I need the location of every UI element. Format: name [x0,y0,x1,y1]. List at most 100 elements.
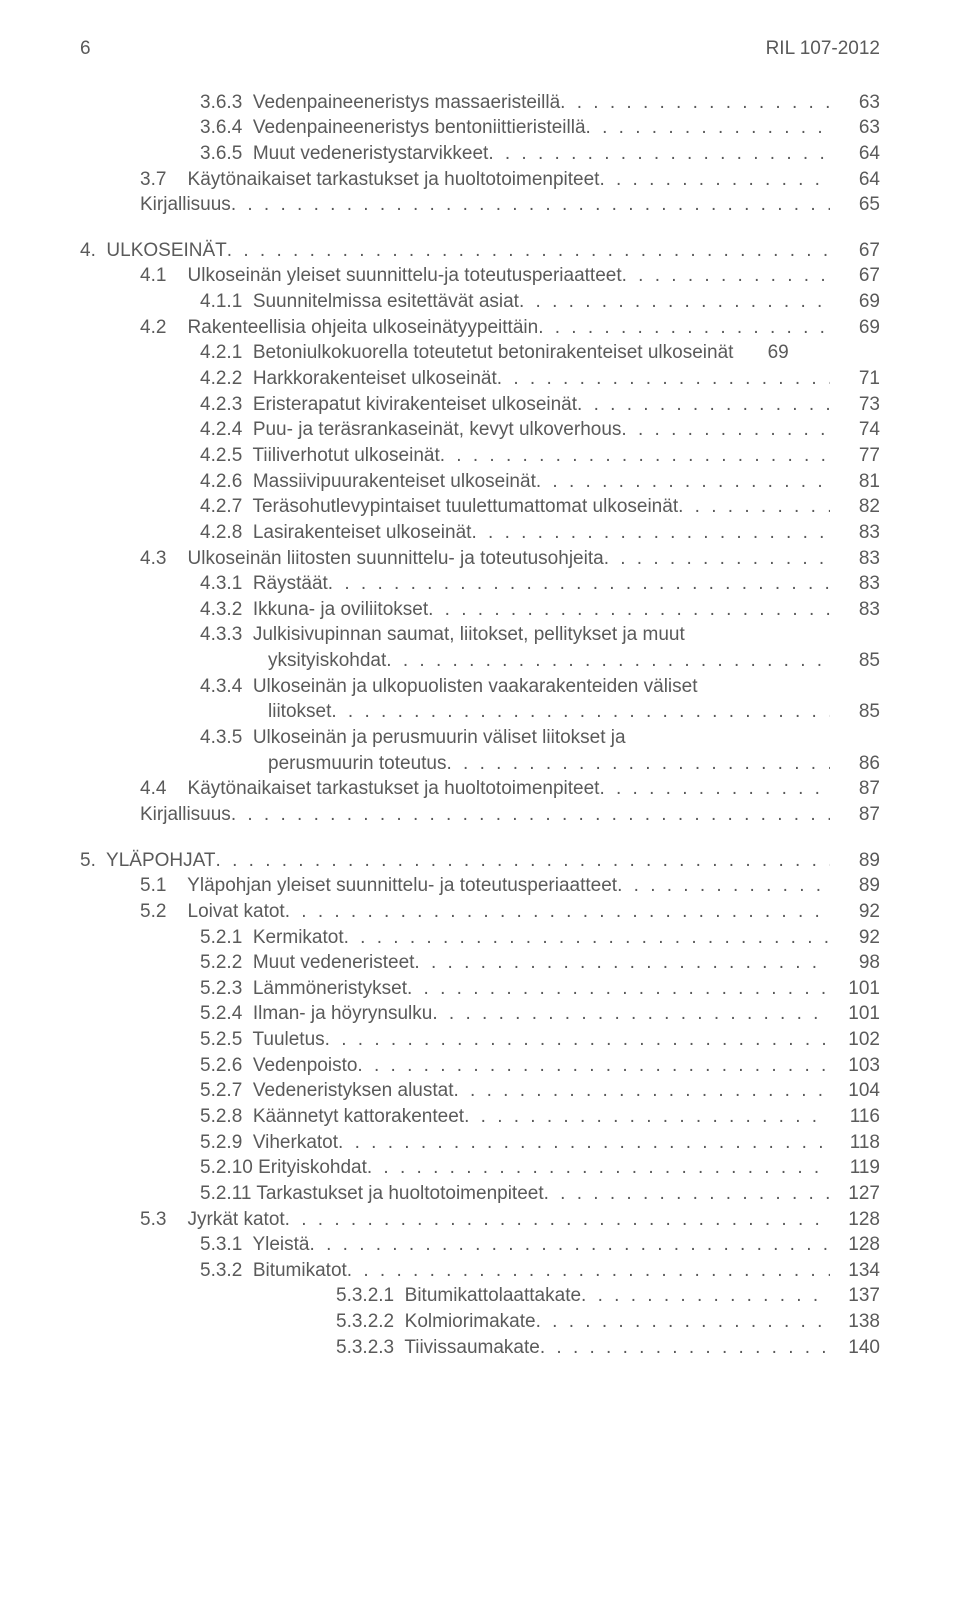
toc-label: 5.3 Jyrkät katot [140,1207,285,1233]
toc-page-number: 92 [830,925,880,951]
toc-label: 5.2.11 Tarkastukset ja huoltotoimenpitee… [200,1181,544,1207]
toc-label: 3.6.4 Vedenpaineeneristys bentoniittieri… [200,115,586,141]
toc-label: 5.2.5 Tuuletus [200,1027,325,1053]
toc-leader-dots [347,1258,830,1284]
toc-line: 5.2.7 Vedeneristyksen alustat104 [80,1078,880,1104]
toc-label: 5.2 Loivat katot [140,899,285,925]
toc-label: 4.3.5 Ulkoseinän ja perusmuurin väliset … [200,725,626,751]
toc-line: 4.2.7 Teräsohutlevypintaiset tuulettumat… [80,494,880,520]
toc-page-number: 81 [830,469,880,495]
toc-label: 4.2.4 Puu- ja teräsrankaseinät, kevyt ul… [200,417,621,443]
toc-line: 4.3.5 Ulkoseinän ja perusmuurin väliset … [80,725,880,751]
toc-leader-dots [604,546,830,572]
toc-page-number: 138 [830,1309,880,1335]
toc-leader-dots [577,392,830,418]
toc-label: 5.2.6 Vedenpoisto [200,1053,357,1079]
toc-page-number: 89 [830,848,880,874]
toc-leader-dots [367,1155,830,1181]
toc-leader-dots [540,1335,830,1361]
toc-line: 4.2.6 Massiivipuurakenteiset ulkoseinät 8… [80,469,880,495]
toc-label: 4.3 Ulkoseinän liitosten suunnittelu- ja… [140,546,604,572]
toc-label: 5.2.4 Ilman- ja höyrynsulku [200,1001,432,1027]
table-of-contents: 3.6.3 Vedenpaineeneristys massaeristeill… [80,90,880,1361]
toc-page-number: 140 [830,1335,880,1361]
toc-line: 5.3.1 Yleistä 128 [80,1232,880,1258]
toc-leader-dots [586,115,830,141]
toc-leader-dots [447,751,831,777]
toc-line: 4.2.8 Lasirakenteiset ulkoseinät83 [80,520,880,546]
toc-label: 5.2.9 Viherkatot [200,1130,338,1156]
toc-line: 4.2.5 Tiiliverhotut ulkoseinät77 [80,443,880,469]
toc-leader-dots [310,1232,830,1258]
toc-page-number: 86 [830,751,880,777]
toc-leader-dots [432,1001,830,1027]
page: 6 RIL 107-2012 3.6.3 Vedenpaineeneristys… [0,0,960,1622]
toc-leader-dots [519,289,830,315]
toc-page-number: 63 [830,90,880,116]
toc-label: 5.2.2 Muut vedeneristeet [200,950,414,976]
toc-line: 5.3.2.1 Bitumikattolaattakate 137 [80,1283,880,1309]
toc-leader-dots [464,1104,830,1130]
toc-label: liitokset [268,699,331,725]
toc-line: 4.3.4 Ulkoseinän ja ulkopuolisten vaakar… [80,674,880,700]
toc-leader-dots [285,1207,830,1233]
toc-page-number: 77 [830,443,880,469]
toc-page-number: 134 [830,1258,880,1284]
toc-label: 4.2 Rakenteellisia ohjeita ulkoseinätyyp… [140,315,538,341]
toc-line: 4.4 Käytönaikaiset tarkastukset ja huolt… [80,776,880,802]
toc-label: 5.3.1 Yleistä [200,1232,310,1258]
toc-leader-dots [331,699,830,725]
toc-leader-dots [285,899,830,925]
toc-line: 5.2.3 Lämmöneristykset101 [80,976,880,1002]
page-number: 6 [80,36,91,62]
toc-line: 4. ULKOSEINÄT67 [80,238,880,264]
toc-page-number: 128 [830,1207,880,1233]
toc-spacer [80,828,880,848]
toc-label: 5.3.2.1 Bitumikattolaattakate [336,1283,581,1309]
toc-line: 5.2.8 Käännetyt kattorakenteet116 [80,1104,880,1130]
toc-page-number: 85 [830,648,880,674]
toc-line: 5.3.2 Bitumikatot134 [80,1258,880,1284]
toc-leader-dots [538,315,830,341]
toc-leader-dots [488,141,830,167]
toc-page-number: 137 [830,1283,880,1309]
toc-label: 4.1 Ulkoseinän yleiset suunnittelu-ja to… [140,263,622,289]
toc-page-number: 73 [830,392,880,418]
toc-line: 4.2.3 Eristerapatut kivirakenteiset ulko… [80,392,880,418]
toc-label: 4.2.6 Massiivipuurakenteiset ulkoseinät [200,469,536,495]
toc-label: 5.3.2.2 Kolmiorimakate [336,1309,536,1335]
toc-label: 5.2.1 Kermikatot [200,925,344,951]
toc-label: 5.1 Yläpohjan yleiset suunnittelu- ja to… [140,873,617,899]
toc-label: 4.4 Käytönaikaiset tarkastukset ja huolt… [140,776,599,802]
toc-label: 4.2.3 Eristerapatut kivirakenteiset ulko… [200,392,577,418]
toc-line: 5. YLÄPOHJAT89 [80,848,880,874]
toc-leader-dots [622,263,830,289]
toc-line: 5.2.2 Muut vedeneristeet98 [80,950,880,976]
toc-page-number: 128 [830,1232,880,1258]
toc-page-number: 69 [739,340,789,366]
toc-leader-dots [599,167,830,193]
toc-page-number: 64 [830,167,880,193]
toc-label: 4.2.7 Teräsohutlevypintaiset tuulettumat… [200,494,678,520]
toc-line: 4.3.3 Julkisivupinnan saumat, liitokset,… [80,622,880,648]
toc-line: 5.2.6 Vedenpoisto 103 [80,1053,880,1079]
toc-page-number: 103 [830,1053,880,1079]
toc-leader-dots [414,950,830,976]
toc-line: 4.3.2 Ikkuna- ja oviliitokset 83 [80,597,880,623]
toc-page-number: 102 [830,1027,880,1053]
toc-line: 5.2.5 Tuuletus 102 [80,1027,880,1053]
toc-page-number: 67 [830,238,880,264]
toc-label: 4.3.2 Ikkuna- ja oviliitokset [200,597,428,623]
toc-line: 5.1 Yläpohjan yleiset suunnittelu- ja to… [80,873,880,899]
toc-label: 5.3.2.3 Tiivissaumakate [336,1335,540,1361]
toc-page-number: 83 [830,597,880,623]
toc-line: 3.6.5 Muut vedeneristystarvikkeet64 [80,141,880,167]
toc-leader-dots [227,238,830,264]
toc-line: 5.2 Loivat katot92 [80,899,880,925]
toc-line: 5.2.4 Ilman- ja höyrynsulku101 [80,1001,880,1027]
toc-leader-dots [231,802,830,828]
toc-leader-dots [428,597,830,623]
toc-leader-dots [216,848,830,874]
toc-label: Kirjallisuus [140,802,231,828]
toc-label: 4.3.4 Ulkoseinän ja ulkopuolisten vaakar… [200,674,697,700]
